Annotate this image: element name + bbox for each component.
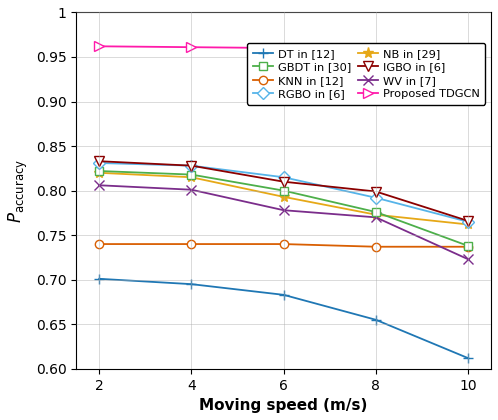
RGBO in [6] [188,163,194,168]
KNN in [12] [188,241,194,247]
Line: NB in [29]: NB in [29] [94,167,474,230]
RGBO in [6] [373,195,379,200]
NB in [29] [281,194,287,200]
Line: IGBO in [6]: IGBO in [6] [94,156,473,226]
KNN in [12] [373,244,379,249]
DT in [12] [188,282,194,287]
IGBO in [6] [281,179,287,184]
Proposed TDGCN [188,45,194,50]
NB in [29] [96,170,102,175]
GBDT in [30] [373,210,379,215]
WV in [7] [373,215,379,220]
Proposed TDGCN [96,44,102,49]
WV in [7] [188,187,194,192]
Legend: DT in [12], GBDT in [30], KNN in [12], RGBO in [6], NB in [29], IGBO in [6], WV : DT in [12], GBDT in [30], KNN in [12], R… [247,43,486,105]
IGBO in [6] [465,218,471,223]
Line: KNN in [12]: KNN in [12] [95,240,472,251]
RGBO in [6] [465,219,471,224]
DT in [12] [281,292,287,297]
RGBO in [6] [281,175,287,180]
RGBO in [6] [96,160,102,165]
IGBO in [6] [96,159,102,164]
KNN in [12] [96,241,102,247]
DT in [12] [465,356,471,361]
X-axis label: Moving speed (m/s): Moving speed (m/s) [199,398,368,413]
NB in [29] [373,212,379,217]
Line: GBDT in [30]: GBDT in [30] [95,167,472,250]
DT in [12] [373,317,379,322]
Y-axis label: $P_\mathrm{accuracy}$: $P_\mathrm{accuracy}$ [7,158,30,223]
GBDT in [30] [465,243,471,248]
DT in [12] [96,276,102,281]
Line: Proposed TDGCN: Proposed TDGCN [94,42,473,58]
Proposed TDGCN [465,50,471,55]
Proposed TDGCN [373,49,379,54]
NB in [29] [188,175,194,180]
GBDT in [30] [281,188,287,193]
WV in [7] [465,257,471,262]
KNN in [12] [281,241,287,247]
Line: DT in [12]: DT in [12] [94,274,473,363]
GBDT in [30] [96,168,102,173]
WV in [7] [96,183,102,188]
Proposed TDGCN [281,45,287,50]
WV in [7] [281,207,287,213]
Line: RGBO in [6]: RGBO in [6] [95,159,472,226]
IGBO in [6] [188,163,194,168]
NB in [29] [465,222,471,227]
Line: WV in [7]: WV in [7] [94,181,473,264]
GBDT in [30] [188,172,194,177]
IGBO in [6] [373,189,379,194]
KNN in [12] [465,244,471,249]
